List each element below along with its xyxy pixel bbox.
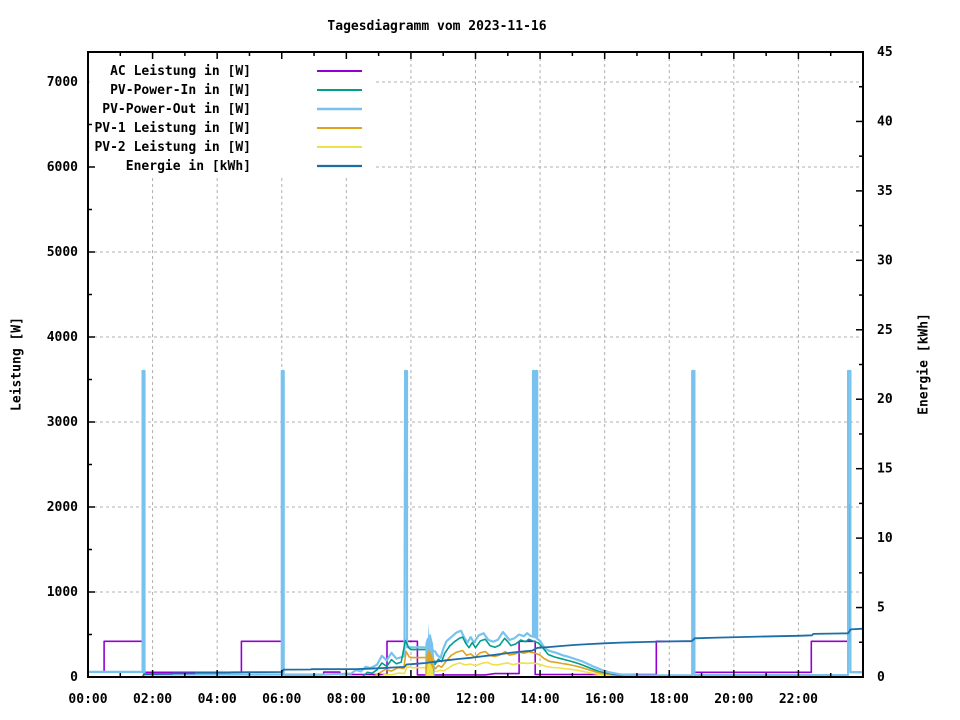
y-tick-label: 0 (70, 670, 78, 685)
legend-label-pv1: PV-1 Leistung in [W] (94, 121, 251, 136)
x-tick-label: 14:00 (521, 692, 560, 707)
legend-label-energie: Energie in [kWh] (126, 159, 251, 174)
x-tick-label: 04:00 (198, 692, 237, 707)
x-tick-label: 18:00 (650, 692, 689, 707)
series-area-pv2_burst (426, 662, 434, 677)
legend: AC Leistung in [W] PV-Power-In in [W] PV-P… (90, 58, 376, 176)
y-tick-label: 2000 (47, 500, 78, 515)
y-axis-label-leistung: Leistung [W] (9, 317, 25, 411)
chart-title: Tagesdiagramm vom 2023-11-16 (327, 19, 547, 34)
y2-tick-label: 15 (877, 462, 893, 477)
legend-item-ac: AC Leistung in [W] (110, 64, 362, 79)
y2-tick-label: 30 (877, 253, 893, 268)
y2-tick-label: 0 (877, 670, 885, 685)
x-tick-label: 10:00 (391, 692, 430, 707)
series-line-pv2 (88, 661, 863, 677)
y2-tick-label: 25 (877, 323, 893, 338)
y-tick-label: 4000 (47, 330, 78, 345)
legend-item-pvout: PV-Power-Out in [W] (102, 102, 362, 117)
y-tick-label: 5000 (47, 245, 78, 260)
legend-item-pv1: PV-1 Leistung in [W] (94, 121, 362, 136)
axis-ticks (87, 51, 864, 678)
y-tick-label: 7000 (47, 75, 78, 90)
series-line-pvout (88, 369, 863, 677)
x-tick-label: 02:00 (133, 692, 172, 707)
y2-tick-label: 45 (877, 45, 893, 60)
y2-tick-label: 10 (877, 531, 893, 546)
legend-item-pv2: PV-2 Leistung in [W] (94, 140, 362, 155)
legend-label-pv2: PV-2 Leistung in [W] (94, 140, 251, 155)
legend-label-ac: AC Leistung in [W] (110, 64, 251, 79)
x-tick-label: 12:00 (456, 692, 495, 707)
y2-axis-label-energie: Energie [kWh] (916, 313, 932, 415)
x-tick-label: 06:00 (262, 692, 301, 707)
x-tick-label: 16:00 (585, 692, 624, 707)
series-line-pvin (88, 636, 863, 677)
y2-tick-label: 35 (877, 184, 893, 199)
y2-tick-label: 40 (877, 114, 893, 129)
legend-label-pvout: PV-Power-Out in [W] (102, 102, 251, 117)
y2-tick-label: 20 (877, 392, 893, 407)
legend-label-pvin: PV-Power-In in [W] (110, 83, 251, 98)
series-line-energie (88, 627, 863, 677)
plot-series (88, 369, 863, 677)
y-tick-label: 3000 (47, 415, 78, 430)
legend-background (90, 58, 376, 176)
x-tick-label: 20:00 (714, 692, 753, 707)
legend-item-pvin: PV-Power-In in [W] (110, 83, 362, 98)
x-tick-label: 00:00 (68, 692, 107, 707)
axis-tick-labels: 00:00 02:00 04:00 06:00 08:00 10:00 12:00 14:00… (47, 45, 893, 707)
y2-tick-label: 5 (877, 601, 885, 616)
x-tick-label: 08:00 (327, 692, 366, 707)
legend-item-energie: Energie in [kWh] (126, 159, 362, 174)
x-tick-label: 22:00 (779, 692, 818, 707)
y-tick-label: 6000 (47, 160, 78, 175)
series-line-ac (88, 503, 863, 676)
y-tick-label: 1000 (47, 585, 78, 600)
